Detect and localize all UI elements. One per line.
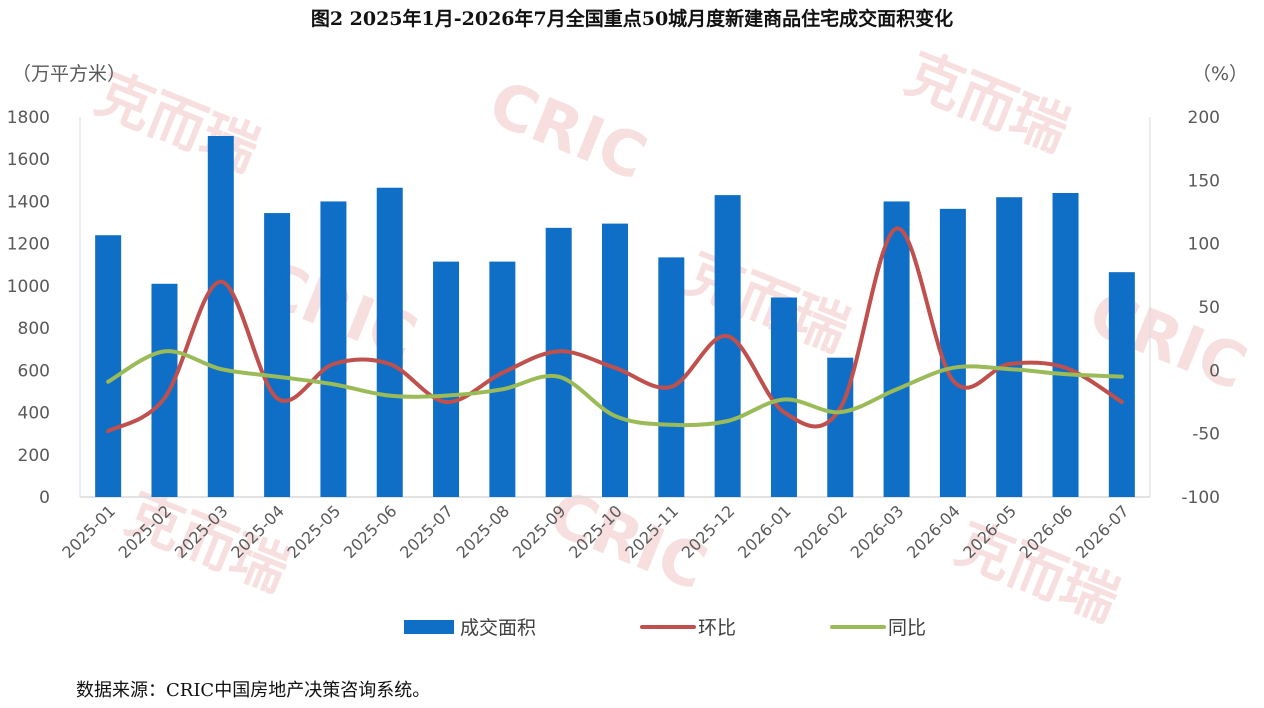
bar <box>658 257 685 497</box>
bar <box>151 283 178 497</box>
bar <box>770 297 797 497</box>
bar <box>939 208 966 498</box>
left-tick-label: 0 <box>39 488 50 508</box>
legend-bar-swatch <box>404 620 454 634</box>
watermark: CRIC <box>1079 276 1256 404</box>
legend-label: 同比 <box>888 617 926 639</box>
legend-label: 环比 <box>698 617 736 639</box>
left-tick-label: 1400 <box>7 192 50 212</box>
bar <box>264 213 291 498</box>
right-tick-label: -50 <box>1192 425 1220 445</box>
bar <box>996 197 1023 497</box>
bar <box>1108 272 1135 497</box>
watermark: 克而瑞 <box>897 41 1077 164</box>
bar <box>883 201 910 497</box>
left-tick-label: 800 <box>18 319 50 339</box>
left-tick-label: 1800 <box>7 108 50 128</box>
right-tick-label: 0 <box>1209 361 1220 381</box>
watermark: 克而瑞 <box>677 241 857 364</box>
x-tick-label: 2026-07 <box>1072 501 1133 562</box>
x-tick-label: 2025-01 <box>58 501 119 562</box>
x-tick-label: 2025-05 <box>284 501 345 562</box>
legend: 成交面积 环比 同比 <box>404 617 926 639</box>
x-tick-label: 2025-08 <box>452 501 513 562</box>
bar-series <box>95 136 1135 498</box>
source-note: 数据来源：CRIC中国房地产决策咨询系统。 <box>76 680 431 701</box>
bar <box>714 195 741 497</box>
right-tick-label: 150 <box>1188 171 1220 191</box>
right-tick-label: 100 <box>1188 235 1220 255</box>
right-tick-label: -100 <box>1181 488 1220 508</box>
left-axis-unit: （万平方米） <box>12 63 126 85</box>
right-tick-label: 200 <box>1188 108 1220 128</box>
bar <box>433 261 460 497</box>
bar <box>602 223 628 497</box>
bar <box>320 201 347 497</box>
legend-label: 成交面积 <box>460 617 536 639</box>
mom-line <box>106 226 1124 434</box>
right-tick-label: 50 <box>1198 298 1220 318</box>
left-tick-label: 1200 <box>7 235 50 255</box>
bar <box>827 357 854 497</box>
bar <box>207 136 234 497</box>
bar <box>95 235 122 497</box>
left-tick-label: 400 <box>18 404 50 424</box>
right-axis-unit: （%） <box>1192 63 1248 85</box>
bar <box>545 227 572 498</box>
bar <box>1052 193 1079 497</box>
left-tick-label: 1600 <box>7 150 50 170</box>
left-tick-label: 600 <box>18 361 50 381</box>
chart-title: 图2 2025年1月-2026年7月全国重点50城月度新建商品住宅成交面积变化 <box>310 8 954 30</box>
left-tick-label: 1000 <box>7 277 50 297</box>
bar <box>376 187 403 497</box>
left-tick-label: 200 <box>18 446 50 466</box>
watermark: CRIC <box>479 66 656 194</box>
line-series <box>106 226 1124 434</box>
x-tick-label: 2025-06 <box>340 501 401 562</box>
x-tick-label: 2026-02 <box>790 501 851 562</box>
x-tick-label: 2025-07 <box>396 501 457 562</box>
x-tick-label: 2026-01 <box>734 501 795 562</box>
x-tick-label: 2026-03 <box>847 501 908 562</box>
